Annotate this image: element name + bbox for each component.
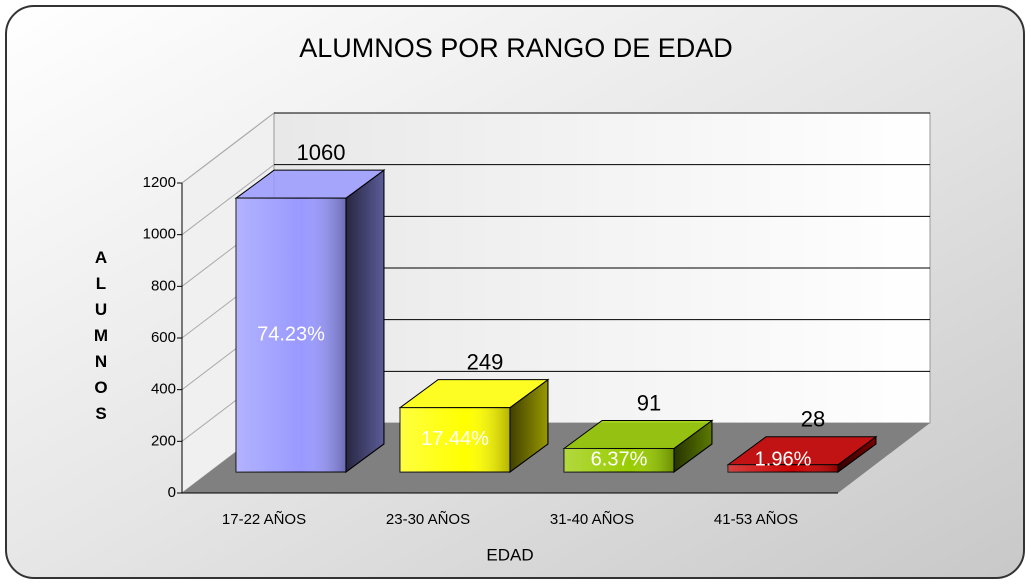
x-tick-label: 41-53 AÑOS xyxy=(714,511,798,528)
chart-title: ALUMNOS POR RANGO DE EDAD xyxy=(299,33,733,63)
value-label: 1060 xyxy=(297,140,346,165)
percentage-label: 74.23% xyxy=(257,323,325,345)
bar-shade xyxy=(728,464,838,472)
grid-line xyxy=(181,112,275,184)
y-tick-label: 600 xyxy=(151,329,176,346)
grid-line xyxy=(181,164,275,236)
x-axis-label: EDAD xyxy=(486,545,533,564)
bar-side-shade xyxy=(345,169,385,473)
bar-shade xyxy=(236,198,346,472)
percentage-label: 6.37% xyxy=(591,448,648,470)
bar-shade xyxy=(564,448,674,472)
y-tick-label: 0 xyxy=(168,484,176,501)
x-tick-label: 17-22 AÑOS xyxy=(222,511,306,528)
y-tick-label: 800 xyxy=(151,277,176,294)
bar-shade xyxy=(400,407,510,472)
value-label: 28 xyxy=(801,407,825,432)
y-tick-label: 1000 xyxy=(143,226,176,243)
y-tick-label: 1200 xyxy=(143,174,176,191)
percentage-label: 1.96% xyxy=(755,448,812,470)
y-axis-label: ALUMNOS xyxy=(92,248,111,430)
y-tick-label: 200 xyxy=(151,432,176,449)
value-label: 91 xyxy=(637,390,661,415)
value-label: 249 xyxy=(467,349,504,374)
x-tick-label: 23-30 AÑOS xyxy=(386,511,470,528)
x-tick-label: 31-40 AÑOS xyxy=(550,511,634,528)
percentage-label: 17.44% xyxy=(421,428,489,450)
y-tick-label: 400 xyxy=(151,381,176,398)
